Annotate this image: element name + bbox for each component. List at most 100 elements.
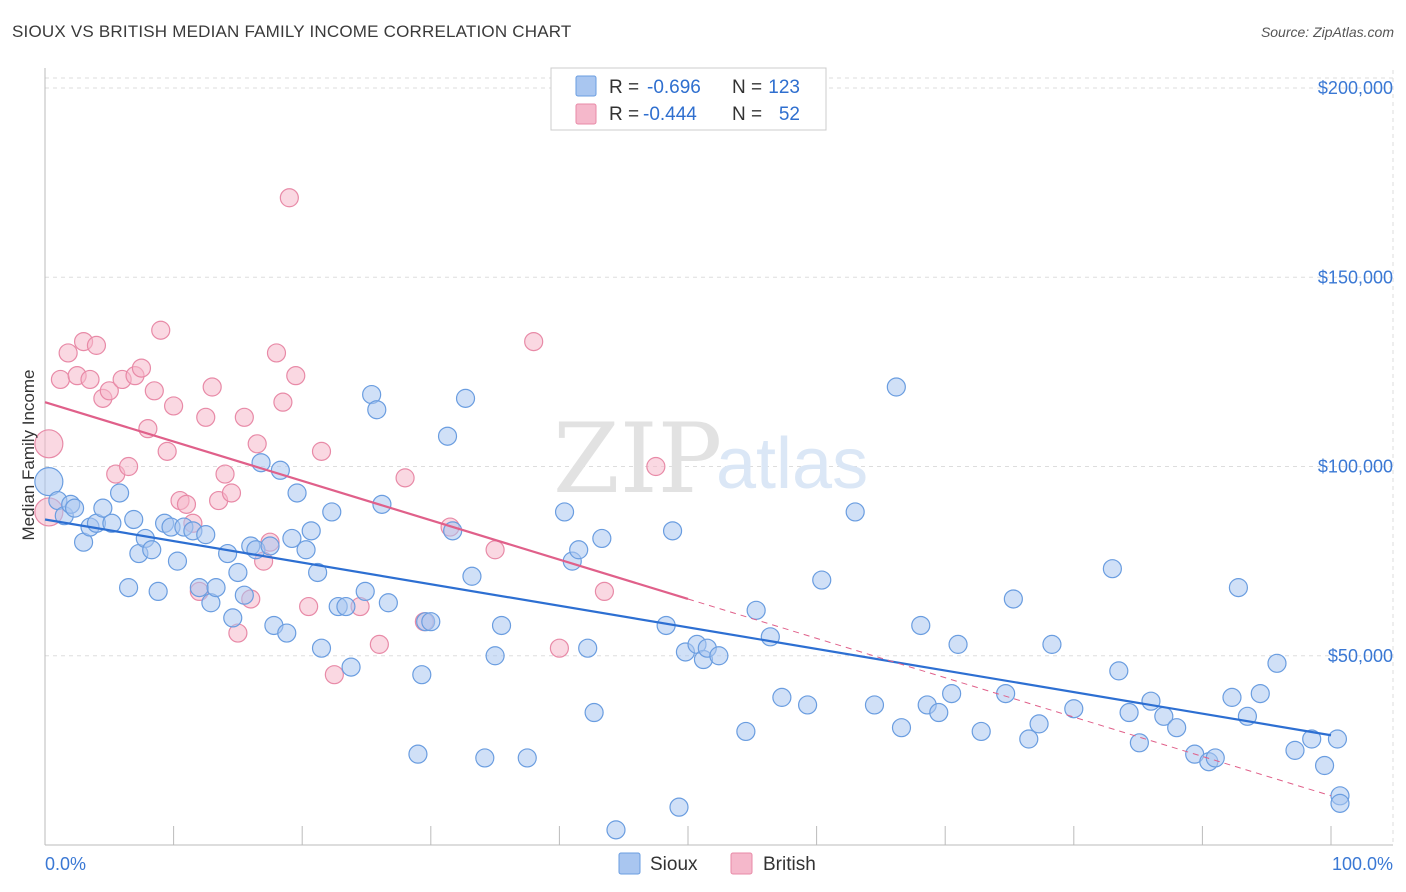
british-point [86,335,107,355]
sioux-point [578,638,598,658]
sioux-point [812,570,832,590]
sioux-point [93,498,113,518]
british-point [80,369,100,390]
points-layer [34,188,1350,840]
british-point [395,468,415,488]
bottom-legend-label-sioux: Sioux [650,854,698,875]
british-point [299,596,319,617]
sioux-point [1102,559,1122,579]
sioux-point [1003,589,1023,609]
bottom-legend-swatch-british [730,852,753,875]
trend-layer [44,401,1332,797]
sioux-point [569,540,589,560]
british-point [50,369,71,390]
british-point [369,634,389,654]
legend-n-label-sioux: N = [732,77,762,98]
sioux-point [911,615,931,636]
sioux-point [277,623,297,643]
sioux-point [308,562,328,583]
british-point [646,456,666,477]
british-point [176,494,197,514]
sioux-point [1167,718,1187,738]
sioux-point [367,400,387,420]
sioux-point [142,540,162,560]
sioux-point [260,536,280,556]
bottom-legend-swatch-sioux [618,852,641,875]
sioux-point [282,528,302,549]
sioux-trend-line [44,518,1332,737]
x-tick-label: 100.0% [1332,854,1393,874]
sioux-point [455,388,476,408]
sioux-point [942,683,962,704]
sioux-point [606,820,626,840]
sioux-point [1029,714,1049,734]
sioux-point [322,502,342,522]
sioux-point [1141,691,1161,711]
british-point [58,343,78,363]
british-point [221,483,242,503]
sioux-point [1119,702,1139,723]
bottom-legend: Sioux British [618,852,816,875]
sioux-point [206,578,226,598]
legend-r-value-sioux: -0.696 [647,77,701,98]
british-point [196,407,216,427]
sioux-point [223,608,243,628]
sioux-point [797,695,818,715]
sioux-point [1129,733,1149,753]
legend-r-label-british: R = [609,104,639,125]
sioux-point [412,665,432,685]
sioux-point [971,721,991,742]
british-trend-extension [687,598,1332,797]
legend-n-label-british: N = [732,104,762,125]
sioux-point [554,502,575,522]
y-tick-label: $200,000 [1318,78,1393,98]
sioux-point [491,615,512,636]
british-point [485,540,505,560]
british-point [151,320,171,340]
british-point [144,381,164,401]
sioux-point [1330,793,1350,813]
british-point [34,429,64,459]
british-point [164,396,184,416]
sioux-point [584,702,604,723]
sioux-point [1302,729,1322,749]
x-tick-label: 0.0% [45,854,86,874]
sioux-point [886,377,906,397]
legend-r-label-sioux: R = [609,77,639,98]
sioux-point [1250,683,1270,704]
sioux-point [592,528,612,549]
sioux-point [462,566,482,586]
sioux-point [1228,578,1249,598]
sioux-point [1285,740,1305,760]
british-point [215,464,235,484]
sioux-point [475,748,495,768]
sioux-point [301,521,321,541]
british-point [234,407,254,427]
bottom-legend-label-british: British [763,854,816,875]
british-point [594,581,615,602]
legend-n-value-british: 52 [779,104,800,125]
sioux-point [196,525,216,545]
british-point [118,456,139,477]
sioux-point [109,483,130,503]
sioux-point [378,593,398,613]
sioux-point [845,502,865,522]
chart-title: SIOUX VS BRITISH MEDIAN FAMILY INCOME CO… [12,22,572,41]
legend-swatch-british [575,103,597,125]
sioux-point [1109,661,1129,681]
sioux-point [669,797,689,817]
british-point [273,392,293,412]
sioux-point [948,634,968,654]
sioux-point [929,702,949,723]
british-trend-line [44,401,689,601]
y-tick-label: $100,000 [1318,457,1393,477]
sioux-point [996,683,1016,704]
y-tick-label: $50,000 [1328,646,1393,666]
ticks-layer: $50,000 $100,000 $150,000 $200,000 0.0% 100.0… [45,78,1393,874]
british-point [549,638,570,658]
legend-n-value-sioux: 123 [768,77,800,98]
sioux-point [421,612,441,632]
watermark-atlas: atlas [716,424,868,504]
watermark-zip: ZIP [553,403,722,515]
